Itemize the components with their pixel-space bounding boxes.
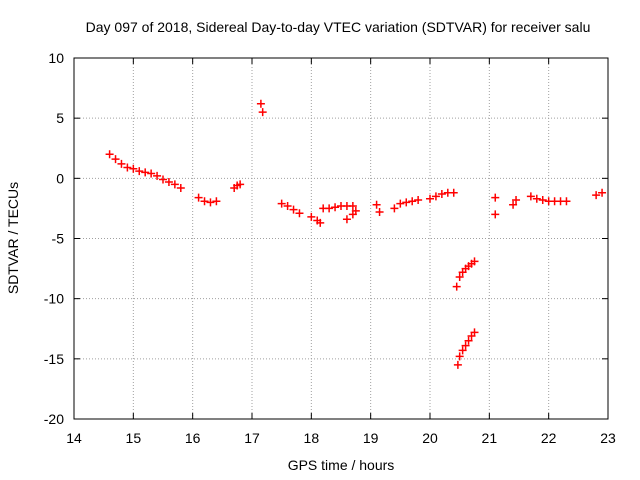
data-point bbox=[408, 197, 417, 206]
y-tick-label: -5 bbox=[52, 231, 65, 247]
data-point bbox=[176, 183, 185, 192]
data-point bbox=[283, 202, 292, 211]
grid bbox=[74, 58, 608, 419]
data-point bbox=[206, 198, 215, 207]
data-point bbox=[592, 191, 601, 200]
data-point bbox=[316, 218, 325, 227]
data-point bbox=[351, 206, 360, 215]
data-point bbox=[491, 193, 500, 202]
data-point bbox=[437, 189, 446, 198]
data-point bbox=[200, 197, 209, 206]
data-point bbox=[236, 180, 245, 189]
y-tick-label: -20 bbox=[44, 411, 64, 427]
x-tick-label: 23 bbox=[600, 430, 616, 446]
data-point bbox=[449, 188, 458, 197]
x-tick-label: 21 bbox=[482, 430, 498, 446]
data-point bbox=[159, 175, 167, 184]
data-point bbox=[470, 257, 479, 266]
data-point bbox=[129, 164, 138, 173]
x-tick-label: 20 bbox=[422, 430, 438, 446]
data-point bbox=[141, 168, 150, 177]
data-point bbox=[147, 169, 156, 178]
data-point bbox=[307, 212, 316, 221]
y-axis-label: SDTVAR / TECUs bbox=[5, 182, 21, 294]
x-tick-label: 14 bbox=[66, 430, 82, 446]
x-tick-label: 16 bbox=[185, 430, 201, 446]
data-point bbox=[117, 159, 126, 168]
data-point bbox=[455, 352, 464, 361]
data-point bbox=[509, 200, 518, 209]
axis-ticks: 14 15 16 17 18 19 20 21 22 23 10 5 0 -5 -10 -15 -20 bbox=[44, 50, 616, 446]
data-point bbox=[464, 336, 473, 345]
data-point bbox=[538, 195, 547, 204]
data-points bbox=[105, 99, 607, 369]
data-point bbox=[348, 202, 357, 211]
data-point bbox=[452, 282, 461, 291]
data-point bbox=[135, 167, 144, 176]
data-point bbox=[325, 204, 334, 213]
data-point bbox=[390, 204, 399, 213]
data-point bbox=[375, 208, 384, 217]
data-point bbox=[212, 197, 221, 206]
data-point bbox=[453, 360, 462, 369]
data-point bbox=[342, 215, 351, 224]
data-point bbox=[111, 155, 120, 164]
data-point bbox=[331, 203, 340, 212]
data-point bbox=[105, 150, 114, 159]
chart-title: Day 097 of 2018, Sidereal Day-to-day VTE… bbox=[86, 19, 591, 35]
data-point bbox=[461, 341, 470, 350]
y-tick-label: -10 bbox=[44, 291, 64, 307]
data-point bbox=[258, 108, 267, 117]
data-point bbox=[289, 205, 298, 214]
data-point bbox=[512, 195, 521, 204]
x-tick-label: 15 bbox=[126, 430, 142, 446]
data-point bbox=[562, 197, 571, 206]
data-point bbox=[491, 210, 500, 219]
data-point bbox=[194, 193, 203, 202]
data-point bbox=[256, 99, 265, 108]
x-tick-label: 18 bbox=[304, 430, 320, 446]
data-point bbox=[396, 199, 405, 208]
x-tick-label: 17 bbox=[244, 430, 260, 446]
y-tick-label: 0 bbox=[56, 170, 64, 186]
data-point bbox=[598, 188, 607, 197]
data-point bbox=[123, 163, 132, 172]
x-tick-label: 19 bbox=[363, 430, 379, 446]
data-point bbox=[295, 209, 304, 218]
data-point bbox=[458, 346, 467, 355]
data-point bbox=[170, 180, 179, 189]
data-point bbox=[532, 194, 541, 203]
x-tick-label: 22 bbox=[541, 430, 557, 446]
data-point bbox=[426, 194, 434, 203]
data-point bbox=[164, 177, 173, 186]
data-point bbox=[431, 192, 440, 201]
y-tick-label: 10 bbox=[48, 50, 64, 66]
data-point bbox=[414, 195, 423, 204]
data-point bbox=[277, 199, 286, 208]
y-tick-label: -15 bbox=[44, 351, 64, 367]
x-axis-label: GPS time / hours bbox=[288, 457, 395, 473]
data-point bbox=[526, 192, 535, 201]
data-point bbox=[402, 198, 411, 207]
y-tick-label: 5 bbox=[56, 110, 64, 126]
data-point bbox=[455, 273, 464, 282]
data-point bbox=[153, 171, 162, 180]
data-point bbox=[470, 328, 479, 337]
data-point bbox=[372, 200, 381, 209]
